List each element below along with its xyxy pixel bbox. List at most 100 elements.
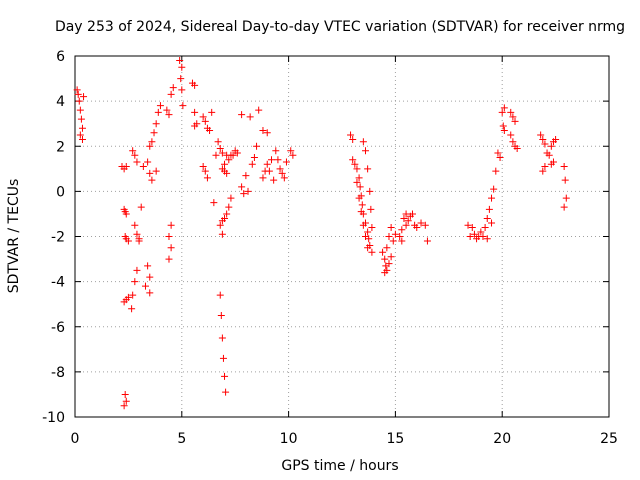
data-point (485, 205, 493, 213)
data-point (206, 126, 214, 134)
data-point (133, 266, 141, 274)
y-tick-label: 0 (56, 184, 65, 200)
y-tick-label: 6 (56, 49, 65, 65)
data-point (539, 167, 547, 175)
data-point (253, 142, 261, 150)
data-point (259, 126, 267, 134)
data-point (223, 169, 231, 177)
data-point (201, 117, 209, 125)
data-point (389, 237, 397, 245)
data-point (402, 210, 410, 218)
data-point (541, 140, 549, 148)
data-point (242, 172, 250, 180)
data-point (144, 158, 152, 166)
data-point (76, 131, 84, 139)
x-tick-label: 5 (177, 431, 186, 447)
data-point (218, 230, 226, 238)
data-point (400, 214, 408, 222)
data-point (547, 142, 555, 150)
data-point (212, 151, 220, 159)
data-point (404, 217, 412, 225)
data-point (131, 221, 139, 229)
y-axis-label: SDTVAR / TECUs (6, 179, 22, 294)
data-point (511, 117, 519, 125)
data-point (80, 93, 88, 101)
data-point (201, 167, 209, 175)
data-point (75, 97, 83, 105)
data-point (240, 190, 248, 198)
data-point (496, 154, 504, 162)
data-point (509, 113, 517, 121)
data-point (391, 230, 399, 238)
data-point (398, 237, 406, 245)
x-tick-label: 0 (71, 431, 80, 447)
data-point (470, 230, 478, 238)
series-seg-h (216, 165, 235, 396)
data-point (169, 84, 177, 92)
data-point (191, 81, 199, 89)
x-axis-label: GPS time / hours (281, 458, 398, 474)
data-point (178, 63, 186, 71)
x-tick-label: 25 (600, 431, 618, 447)
data-point (244, 187, 252, 195)
data-point (421, 221, 429, 229)
data-point (464, 221, 472, 229)
y-tick-label: -8 (51, 365, 65, 381)
series-seg-k (347, 131, 376, 256)
data-point (349, 135, 357, 143)
data-point (214, 138, 222, 146)
data-points (73, 57, 570, 410)
data-point (218, 334, 226, 342)
data-point (78, 124, 86, 132)
data-point (223, 210, 231, 218)
data-point (347, 131, 355, 139)
data-point (492, 167, 500, 175)
y-tick-label: -4 (51, 275, 65, 291)
series-seg-o (492, 104, 521, 175)
data-point (383, 244, 391, 252)
data-point (263, 129, 271, 137)
chart-title: Day 253 of 2024, Sidereal Day-to-day VTE… (55, 19, 625, 35)
data-point (349, 156, 357, 164)
data-point (481, 223, 489, 231)
data-point (402, 221, 410, 229)
data-point (229, 151, 237, 159)
data-point (364, 244, 372, 252)
data-point (216, 291, 224, 299)
x-tick-label: 20 (493, 431, 511, 447)
data-point (545, 151, 553, 159)
data-point (396, 233, 404, 240)
data-point (382, 262, 390, 270)
data-point (513, 145, 521, 153)
data-point (560, 203, 568, 211)
data-point (227, 194, 235, 202)
series-seg-i (238, 106, 271, 198)
data-point (562, 194, 570, 202)
data-point (191, 122, 199, 130)
data-point (500, 104, 508, 112)
data-point (353, 165, 361, 173)
data-point (280, 174, 288, 182)
data-point (246, 113, 254, 121)
data-point (167, 244, 175, 252)
data-point (78, 135, 86, 143)
data-point (137, 203, 145, 211)
data-point (199, 113, 207, 121)
data-point (355, 194, 363, 202)
data-point (355, 174, 363, 182)
data-point (499, 122, 507, 130)
x-tick-label: 10 (280, 431, 298, 447)
data-point (233, 149, 241, 157)
data-point (353, 178, 361, 186)
series-seg-b (118, 163, 132, 410)
data-point (219, 354, 227, 362)
data-point (366, 187, 374, 195)
data-point (120, 402, 128, 410)
data-point (278, 169, 286, 177)
data-point (133, 158, 141, 166)
data-point (146, 142, 154, 150)
data-point (250, 154, 258, 162)
data-point (141, 282, 149, 290)
data-point (178, 86, 186, 94)
data-point (179, 102, 187, 110)
